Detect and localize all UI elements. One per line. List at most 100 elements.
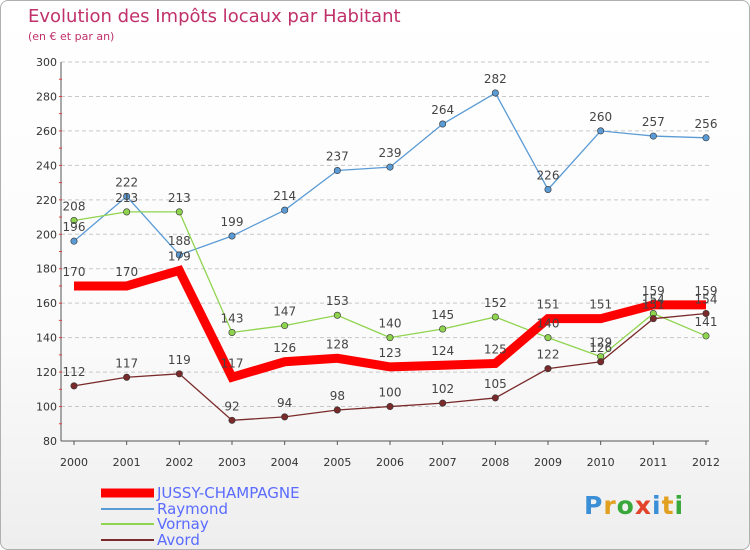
legend-label: Avord xyxy=(157,531,200,549)
axes: 80 100 120 140 160 180 200 220 240 260 280 300 2000 2… xyxy=(36,56,720,469)
data-label: 260 xyxy=(589,110,612,124)
data-point xyxy=(70,382,78,390)
x-tick-label: 2002 xyxy=(165,456,193,469)
logo-letter: t xyxy=(661,491,675,520)
data-label: 154 xyxy=(695,293,718,307)
series-group xyxy=(70,89,710,424)
data-label: 141 xyxy=(695,315,718,329)
data-label: 170 xyxy=(63,265,86,279)
data-label: 237 xyxy=(326,150,349,164)
data-point xyxy=(70,216,78,224)
data-label: 196 xyxy=(63,220,86,234)
data-label: 159 xyxy=(642,284,665,298)
legend-label: Vornay xyxy=(157,515,209,533)
x-tick-label: 2008 xyxy=(481,456,509,469)
data-point xyxy=(333,406,341,414)
data-label: 140 xyxy=(379,317,402,331)
data-point xyxy=(333,167,341,175)
data-label: 213 xyxy=(168,191,191,205)
data-point xyxy=(175,370,183,378)
data-point xyxy=(386,334,394,342)
data-label: 100 xyxy=(379,386,402,400)
data-point xyxy=(228,232,236,240)
data-label: 122 xyxy=(537,348,560,362)
data-label: 188 xyxy=(168,234,191,248)
data-point xyxy=(439,399,447,407)
series-line-jussy-champagne xyxy=(74,265,706,383)
data-point xyxy=(333,311,341,319)
data-point xyxy=(123,373,131,381)
data-point xyxy=(175,251,183,259)
logo-letter: i xyxy=(652,491,662,520)
data-label: 151 xyxy=(537,298,560,312)
data-label: 128 xyxy=(326,337,349,351)
data-label: 151 xyxy=(642,298,665,312)
data-label: 98 xyxy=(330,389,345,403)
data-point xyxy=(386,163,394,171)
data-label: 117 xyxy=(221,356,244,370)
data-label: 154 xyxy=(642,293,665,307)
data-point xyxy=(597,127,605,135)
y-tick-label: 220 xyxy=(36,194,57,207)
data-label: 239 xyxy=(379,146,402,160)
chart-title: Evolution des Impôts locaux par Habitant xyxy=(28,6,401,27)
data-point xyxy=(175,208,183,216)
data-label: 226 xyxy=(537,168,560,182)
x-tick-label: 2007 xyxy=(429,456,457,469)
logo-letter: P xyxy=(584,491,604,520)
data-point xyxy=(649,315,657,323)
logo-letter: o xyxy=(616,491,635,520)
x-tick-label: 2000 xyxy=(60,456,88,469)
grid xyxy=(61,61,709,408)
legend-label: JUSSY-CHAMPAGNE xyxy=(156,484,300,502)
data-label: 282 xyxy=(484,72,507,86)
data-point xyxy=(491,394,499,402)
data-point xyxy=(597,358,605,366)
y-tick-label: 120 xyxy=(36,366,57,379)
data-point xyxy=(702,310,710,318)
data-label: 213 xyxy=(115,191,138,205)
data-label: 147 xyxy=(273,305,296,319)
y-tick-label: 140 xyxy=(36,332,57,345)
x-tick-label: 2011 xyxy=(639,456,667,469)
logo-letter: x xyxy=(634,491,652,520)
y-tick-label: 80 xyxy=(43,435,57,448)
data-point xyxy=(544,365,552,373)
x-tick-label: 2009 xyxy=(534,456,562,469)
data-label: 179 xyxy=(168,249,191,263)
data-label: 125 xyxy=(484,342,507,356)
data-label: 214 xyxy=(273,189,296,203)
data-label: 92 xyxy=(224,399,239,413)
data-label: 257 xyxy=(642,115,665,129)
legend-label: Raymond xyxy=(157,500,228,518)
x-tick-label: 2010 xyxy=(587,456,615,469)
data-label: 119 xyxy=(168,353,191,367)
data-point xyxy=(70,237,78,245)
data-label: 117 xyxy=(115,356,138,370)
data-point xyxy=(491,313,499,321)
data-label: 129 xyxy=(589,336,612,350)
data-point xyxy=(491,89,499,97)
data-label: 199 xyxy=(221,215,244,229)
data-label: 126 xyxy=(273,341,296,355)
y-tick-label: 160 xyxy=(36,297,57,310)
x-tick-label: 2004 xyxy=(271,456,299,469)
logo-letter: r xyxy=(603,491,617,520)
data-label: 208 xyxy=(63,199,86,213)
data-point xyxy=(702,134,710,142)
data-label: 94 xyxy=(277,396,292,410)
data-point xyxy=(439,325,447,333)
data-point xyxy=(281,322,289,330)
data-label: 222 xyxy=(115,175,138,189)
x-tick-label: 2001 xyxy=(113,456,141,469)
proxiti-logo: Proxiti xyxy=(584,491,684,520)
data-label: 123 xyxy=(379,346,402,360)
data-label: 143 xyxy=(221,311,244,325)
data-point xyxy=(386,403,394,411)
data-label: 112 xyxy=(63,365,86,379)
data-point xyxy=(702,332,710,340)
data-point xyxy=(649,132,657,140)
